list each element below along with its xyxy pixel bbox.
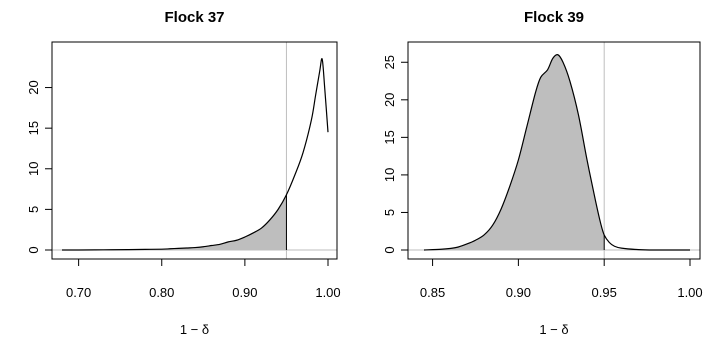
x-axis-label: 1 − δ [539, 322, 568, 337]
y-tick-label: 5 [26, 206, 41, 213]
chart-panel-2: Flock 39 0.85 0.90 0.95 1.00 0 5 10 15 20 25 1 − δ [382, 9, 703, 337]
density-curve [61, 58, 329, 251]
shaded-density-area [62, 193, 288, 251]
y-tick-label: 0 [382, 246, 397, 253]
y-tick-label: 10 [26, 162, 41, 176]
x-tick-label: 0.80 [149, 285, 174, 300]
x-tick-label: 0.95 [592, 285, 617, 300]
y-tick-label: 5 [382, 209, 397, 216]
chart-panel-1: Flock 37 0.70 0.80 0.90 1.00 0 5 10 15 20 1 − δ [26, 9, 341, 337]
y-tick-label: 20 [382, 93, 397, 107]
y-tick-label: 25 [382, 55, 397, 69]
x-tick-label: 0.85 [420, 285, 445, 300]
x-axis-label: 1 − δ [180, 322, 209, 337]
y-tick-label: 10 [382, 168, 397, 182]
x-tick-label: 0.70 [66, 285, 91, 300]
x-tick-label: 0.90 [232, 285, 257, 300]
x-tick-label: 0.90 [506, 285, 531, 300]
y-tick-label: 15 [382, 130, 397, 144]
y-tick-label: 20 [26, 80, 41, 94]
x-tick-label: 1.00 [677, 285, 702, 300]
plot-frame [51, 41, 338, 260]
y-tick-label: 0 [26, 246, 41, 253]
y-tick-label: 15 [26, 121, 41, 135]
plot-frame [407, 41, 701, 260]
x-tick-label: 1.00 [315, 285, 340, 300]
density-curve [423, 54, 691, 251]
shaded-density-area [424, 54, 605, 251]
chart-title: Flock 39 [524, 9, 584, 26]
chart-title: Flock 37 [164, 9, 224, 26]
